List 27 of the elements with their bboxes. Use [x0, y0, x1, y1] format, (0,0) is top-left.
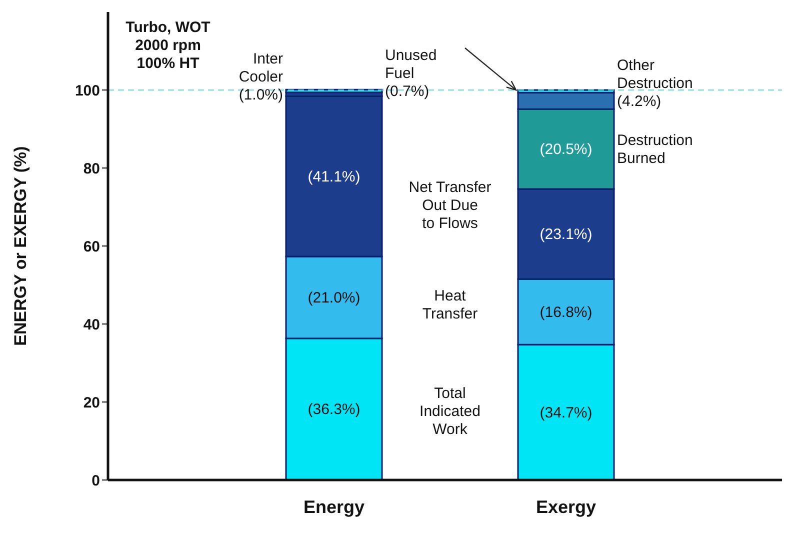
annotation: Turbo, WOT 2000 rpm 100% HT	[126, 19, 210, 72]
y-tick-label: 20	[83, 394, 100, 412]
series-label: Destruction Burned	[617, 132, 693, 168]
data-label: (34.7%)	[540, 404, 592, 422]
y-tick-label: 60	[83, 238, 100, 256]
annotation: (1.0%)	[238, 86, 283, 104]
data-label: (20.5%)	[540, 141, 592, 158]
series-label: Unused Fuel	[385, 46, 437, 82]
annotation: (0.7%)	[385, 82, 430, 100]
y-tick-label: 0	[92, 472, 100, 490]
data-label: (23.1%)	[540, 226, 592, 244]
x-tick-label: Exergy	[536, 496, 596, 517]
y-axis-title: ENERGY or EXERGY (%)	[11, 146, 30, 346]
text: Total Indicated Work	[420, 384, 480, 438]
text: Heat Transfer	[422, 288, 478, 323]
data-label: (16.8%)	[540, 304, 592, 321]
x-tick-label: Energy	[303, 496, 365, 517]
series-label: Inter Cooler	[238, 50, 284, 86]
data-label: (21.0%)	[308, 289, 360, 306]
data-label: (41.1%)	[308, 168, 360, 186]
annotation: (4.2%)	[617, 92, 662, 110]
data-label: (36.3%)	[308, 401, 360, 418]
y-tick-label: 100	[74, 82, 100, 100]
series-label: Other Destruction	[617, 56, 693, 92]
y-tick-label: 40	[83, 316, 100, 334]
y-tick-label: 80	[83, 160, 100, 178]
series-label: Net Transfer Out Due to Flows	[408, 179, 492, 232]
